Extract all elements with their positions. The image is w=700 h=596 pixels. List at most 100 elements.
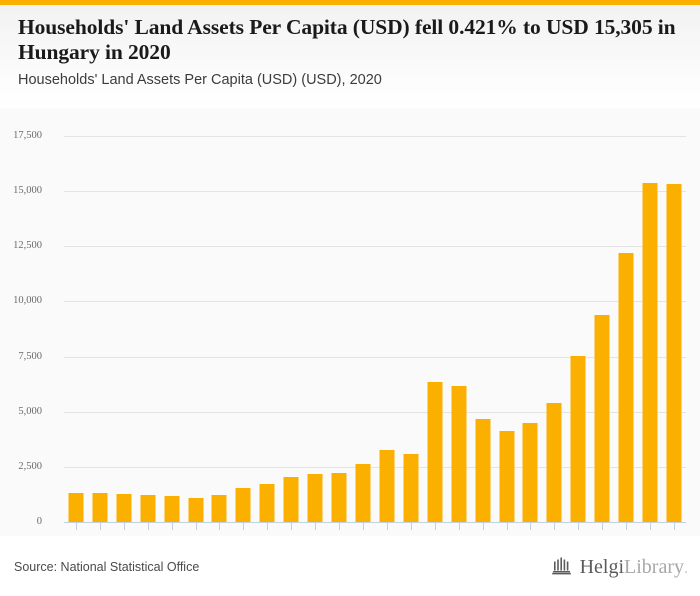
top-accent-bar: [0, 0, 700, 5]
x-axis-tick: [363, 522, 365, 530]
y-axis-tick-label: 5,000: [18, 405, 42, 417]
x-axis-tick: [626, 522, 628, 530]
x-axis-tick: [195, 522, 197, 530]
chart-bar[interactable]: [618, 252, 634, 522]
page-title: Households' Land Assets Per Capita (USD)…: [18, 15, 676, 64]
grid-line: [64, 411, 686, 413]
x-axis-tick: [530, 522, 532, 530]
bar-slot: [423, 136, 447, 530]
x-axis-tick: [554, 522, 556, 530]
y-axis-tick-label: 12,500: [13, 240, 42, 252]
logo-library: Library: [624, 555, 684, 578]
y-axis-tick-label: 10,000: [13, 295, 42, 307]
chart-bar[interactable]: [499, 431, 515, 522]
chart-bar[interactable]: [642, 182, 658, 522]
chart-bar[interactable]: [188, 498, 204, 522]
chart-bar[interactable]: [666, 184, 682, 522]
chart-bar[interactable]: [403, 453, 419, 522]
bar-slot: 2015: [542, 136, 566, 548]
bars-group: 1995 1997 1999 2001 2003 2005 2007 2009 2011 2013…: [64, 136, 686, 548]
chart-inner: 0 2,500 5,000 7,500 10,000 12,500 15,000 17,500…: [13, 130, 686, 548]
y-axis-tick-label: 17,500: [13, 130, 42, 141]
bar-slot: [614, 136, 638, 530]
bar-slot: [519, 136, 543, 530]
logo-helgi: Helgi: [579, 555, 625, 578]
chart-bar[interactable]: [427, 381, 443, 522]
x-axis-tick: [410, 522, 412, 530]
chart-bar[interactable]: [451, 386, 467, 522]
chart-bar[interactable]: [475, 419, 491, 522]
bar-slot: [231, 136, 255, 530]
chart-bar[interactable]: [140, 495, 156, 522]
chart-bar[interactable]: [283, 476, 299, 522]
x-axis-line: [64, 522, 686, 523]
bar-slot: 2007: [351, 136, 375, 548]
chart-bar[interactable]: [379, 450, 395, 522]
bar-slot: 2017: [590, 136, 614, 548]
chart-plot-area: 0 2,500 5,000 7,500 10,000 12,500 15,000 17,500…: [0, 108, 700, 548]
chart-bar[interactable]: [331, 473, 347, 522]
x-axis-tick: [75, 522, 77, 530]
x-axis-tick: [506, 522, 508, 530]
x-axis-tick: [147, 522, 149, 530]
chart-bar[interactable]: [522, 422, 538, 522]
chart-bar[interactable]: [92, 492, 108, 522]
x-axis-tick: [123, 522, 125, 530]
chart-bar[interactable]: [235, 488, 251, 522]
x-axis-tick: [315, 522, 317, 530]
x-axis-tick: [650, 522, 652, 530]
bar-slot: [662, 136, 686, 530]
chart-bar[interactable]: [68, 492, 84, 522]
bar-slot: 1997: [112, 136, 136, 548]
bar-slot: [88, 136, 112, 530]
x-axis-tick: [267, 522, 269, 530]
x-axis-tick: [291, 522, 293, 530]
bar-slot: 2003: [255, 136, 279, 548]
grid-line: [64, 136, 686, 137]
x-axis-tick: [99, 522, 101, 530]
x-axis-tick: [602, 522, 604, 530]
chart-subtitle: Households' Land Assets Per Capita (USD)…: [18, 72, 382, 88]
bar-slot: [136, 136, 160, 530]
x-axis-tick: [243, 522, 245, 530]
chart-footer: Source: National Statistical Office Helg…: [0, 536, 700, 596]
bar-slot: 1995: [64, 136, 88, 548]
chart-bar[interactable]: [307, 474, 323, 522]
bar-slot: 2009: [399, 136, 423, 548]
bar-slot: 2019: [638, 136, 662, 548]
chart-bar[interactable]: [546, 402, 562, 522]
logo-dot: .: [684, 559, 688, 577]
bar-slot: [327, 136, 351, 530]
chart-bar[interactable]: [164, 495, 180, 522]
library-building-icon: [551, 554, 574, 581]
grid-line: [64, 466, 686, 468]
chart-bar[interactable]: [211, 495, 227, 522]
bar-slot: [375, 136, 399, 530]
bar-slot: [471, 136, 495, 530]
chart-bar[interactable]: [594, 314, 610, 522]
bar-slot: 1999: [160, 136, 184, 548]
bar-slot: 2005: [303, 136, 327, 548]
x-axis-tick: [674, 522, 676, 530]
x-axis-tick: [339, 522, 341, 530]
grid-line: [64, 356, 686, 358]
y-axis-tick-label: 0: [36, 516, 42, 527]
x-axis-tick: [219, 522, 221, 530]
bar-slot: 2013: [495, 136, 519, 548]
bar-slot: [566, 136, 590, 530]
grid-line: [64, 246, 686, 248]
chart-bar[interactable]: [570, 356, 586, 522]
y-axis-tick-label: 2,500: [18, 460, 42, 472]
chart-bar[interactable]: [259, 483, 275, 522]
y-axis-tick-label: 15,000: [13, 185, 42, 197]
grid-line: [64, 301, 686, 303]
chart-header: Households' Land Assets Per Capita (USD)…: [0, 5, 700, 108]
source-label: Source: National Statistical Office: [14, 560, 200, 574]
chart-bar[interactable]: [355, 463, 371, 522]
helgi-library-logo[interactable]: HelgiLibrary.: [551, 554, 688, 581]
bar-slot: [184, 136, 208, 530]
chart-bar[interactable]: [116, 494, 132, 522]
x-axis-tick: [482, 522, 484, 530]
x-axis-tick: [434, 522, 436, 530]
